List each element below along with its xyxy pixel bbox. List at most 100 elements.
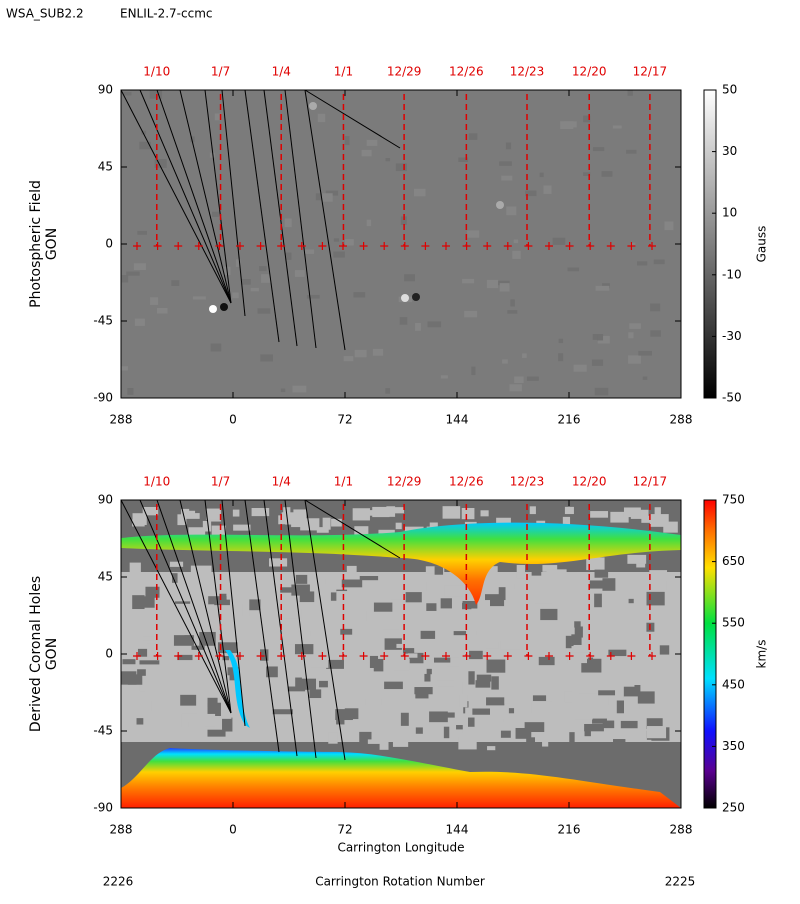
field-texture	[383, 557, 399, 566]
polar-texture	[378, 529, 395, 537]
polar-texture	[395, 522, 402, 530]
map-panel: 1/10 1/7 1/4 1/1 12/29 12/26 12/23 12/20 12/17 -9…	[28, 65, 769, 427]
magnetogram-texture	[150, 297, 159, 305]
field-texture	[171, 573, 178, 583]
field-texture	[379, 741, 389, 750]
magnetogram-texture	[471, 366, 476, 376]
field-texture	[145, 586, 160, 598]
polar-texture	[232, 509, 240, 517]
south-hole	[121, 748, 681, 808]
field-texture	[180, 694, 197, 706]
colorbar-tick-label: 750	[722, 493, 745, 507]
earth-track-marker	[627, 242, 636, 250]
magnetogram-texture	[573, 364, 587, 372]
field-texture	[516, 564, 526, 579]
earth-track-marker	[194, 652, 203, 660]
date-label: 12/26	[449, 475, 484, 489]
magnetogram-texture	[630, 242, 636, 247]
earth-track-marker	[297, 242, 306, 250]
magnetogram-texture	[583, 172, 591, 176]
y-tick-label: -45	[93, 724, 113, 738]
field-texture	[233, 561, 245, 566]
field-texture	[465, 707, 476, 718]
field-texture	[426, 603, 437, 611]
earth-track-marker	[174, 652, 183, 660]
magnetogram-texture	[509, 384, 522, 392]
magnetogram-texture	[499, 283, 510, 292]
magnetogram-texture	[325, 190, 339, 196]
field-texture	[173, 593, 194, 602]
magnetogram-texture	[552, 237, 566, 245]
magnetogram-texture	[353, 292, 366, 298]
field-line-trace	[244, 499, 280, 753]
field-texture	[637, 691, 655, 704]
field-texture	[485, 641, 499, 649]
y-axis-label: Photospheric Field	[28, 180, 44, 308]
polar-texture	[206, 508, 221, 520]
earth-track-marker	[545, 652, 553, 660]
field-texture	[468, 671, 475, 685]
x-tick-label: 144	[446, 823, 469, 837]
field-texture	[201, 627, 214, 634]
colorbar	[703, 499, 717, 809]
field-texture	[531, 701, 553, 714]
field-texture	[287, 686, 306, 692]
field-texture	[184, 635, 191, 640]
field-line-trace	[304, 89, 346, 351]
earth-track-marker	[133, 652, 141, 660]
magnetogram-texture	[385, 388, 391, 394]
field-texture	[649, 570, 668, 578]
field-texture	[584, 728, 605, 736]
magnetogram-texture	[235, 259, 241, 267]
earth-track-marker	[236, 652, 244, 660]
magnetogram-texture	[638, 350, 652, 356]
earth-track-marker	[359, 242, 368, 250]
magnetogram-texture	[637, 261, 648, 266]
magnetogram-texture	[595, 285, 610, 291]
magnetogram-texture	[294, 270, 305, 277]
earth-track-marker	[256, 652, 265, 660]
earth-track-marker	[627, 652, 636, 660]
field-texture	[613, 739, 626, 752]
field-texture	[369, 655, 379, 668]
magnetogram-texture	[612, 125, 622, 129]
field-texture	[405, 592, 422, 603]
earth-track-marker	[606, 242, 615, 250]
field-texture	[650, 745, 658, 756]
field-texture	[330, 592, 338, 601]
field-texture	[538, 656, 555, 666]
magnetogram-texture	[123, 91, 132, 96]
field-texture	[271, 719, 287, 728]
field-texture	[616, 700, 624, 714]
magnetogram-texture	[149, 90, 163, 99]
magnetogram-texture	[501, 175, 513, 181]
y-tick-label: 0	[105, 237, 113, 251]
field-texture	[446, 657, 460, 667]
field-texture	[458, 736, 477, 750]
field-texture	[217, 642, 238, 654]
colorbar-tick-label: 450	[722, 677, 745, 691]
north-hole	[121, 522, 681, 605]
field-texture	[424, 673, 431, 682]
x-tick-label: 144	[446, 413, 469, 427]
earth-track-marker	[586, 242, 595, 250]
polar-texture	[442, 506, 461, 519]
field-texture	[574, 626, 583, 638]
field-texture	[335, 709, 353, 721]
date-label: 12/17	[633, 65, 668, 79]
field-line-trace	[304, 499, 346, 761]
colorbar-tick-label: 30	[722, 144, 737, 158]
field-texture	[199, 631, 216, 646]
field-texture	[402, 648, 415, 654]
field-texture	[570, 560, 583, 571]
magnetic-spot	[412, 293, 420, 301]
field-texture	[136, 718, 144, 725]
field-texture	[407, 653, 418, 658]
earth-track-marker	[153, 242, 162, 250]
magnetogram-texture	[602, 283, 610, 289]
field-texture	[434, 566, 444, 575]
polar-texture	[233, 524, 251, 531]
field-texture	[266, 666, 278, 678]
field-texture	[592, 718, 607, 724]
